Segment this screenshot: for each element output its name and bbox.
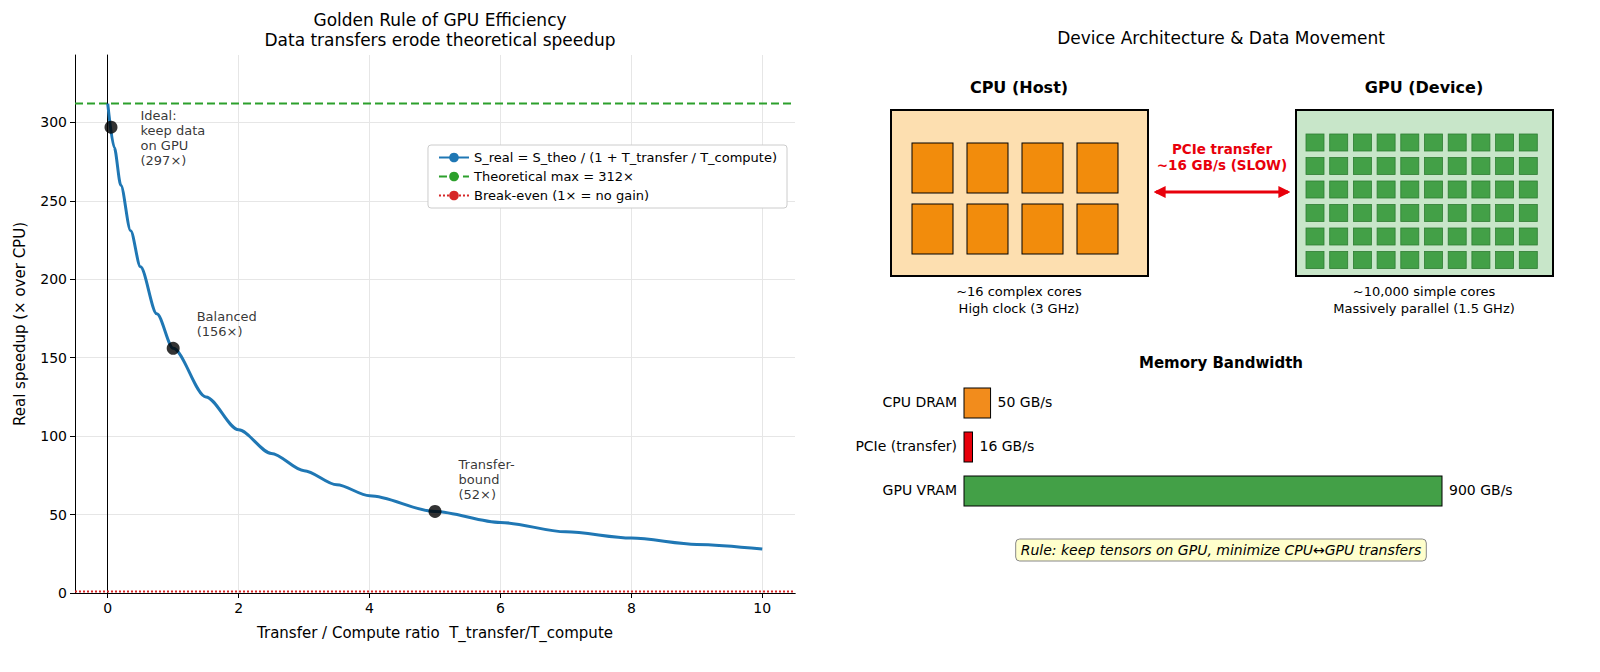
svg-text:Transfer / Compute ratio T_tr: Transfer / Compute ratio T_transfer/T_co…: [256, 624, 613, 643]
svg-text:Real speedup (× over CPU): Real speedup (× over CPU): [11, 222, 29, 426]
svg-text:Transfer-: Transfer-: [458, 457, 515, 472]
svg-text:(297×): (297×): [141, 153, 187, 168]
svg-text:Balanced: Balanced: [197, 309, 257, 324]
svg-text:PCIe transfer: PCIe transfer: [1172, 141, 1273, 157]
svg-text:6: 6: [496, 600, 505, 616]
svg-text:0: 0: [103, 600, 112, 616]
svg-text:Golden Rule of GPU Efficiency: Golden Rule of GPU Efficiency: [313, 10, 566, 30]
svg-text:S_real = S_theo / (1 + T_trans: S_real = S_theo / (1 + T_transfer / T_co…: [474, 150, 777, 165]
svg-text:Data transfers erode theoretic: Data transfers erode theoretical speedup: [264, 30, 615, 50]
svg-text:Break-even (1× = no gain): Break-even (1× = no gain): [474, 188, 649, 203]
svg-text:~16 complex cores: ~16 complex cores: [956, 284, 1082, 299]
svg-text:Memory Bandwidth: Memory Bandwidth: [1139, 354, 1303, 372]
svg-text:16 GB/s: 16 GB/s: [979, 438, 1034, 454]
svg-text:Device Architecture & Data Mov: Device Architecture & Data Movement: [1057, 28, 1385, 48]
svg-text:High clock (3 GHz): High clock (3 GHz): [959, 301, 1080, 316]
svg-text:300: 300: [40, 114, 67, 130]
svg-text:150: 150: [40, 350, 67, 366]
svg-text:100: 100: [40, 428, 67, 444]
svg-text:2: 2: [234, 600, 243, 616]
svg-text:250: 250: [40, 193, 67, 209]
svg-text:Massively parallel (1.5 GHz): Massively parallel (1.5 GHz): [1333, 301, 1515, 316]
svg-text:PCIe (transfer): PCIe (transfer): [855, 438, 957, 454]
svg-text:8: 8: [627, 600, 636, 616]
svg-text:CPU DRAM: CPU DRAM: [882, 394, 957, 410]
svg-text:200: 200: [40, 271, 67, 287]
svg-text:~16 GB/s (SLOW): ~16 GB/s (SLOW): [1157, 157, 1287, 173]
svg-text:bound: bound: [459, 472, 500, 487]
svg-text:keep data: keep data: [141, 123, 206, 138]
svg-text:Ideal:: Ideal:: [141, 108, 177, 123]
svg-text:GPU (Device): GPU (Device): [1365, 78, 1483, 97]
svg-text:10: 10: [753, 600, 771, 616]
svg-text:Rule: keep tensors on GPU, min: Rule: keep tensors on GPU, minimize CPU↔…: [1021, 542, 1422, 558]
svg-text:on GPU: on GPU: [141, 138, 189, 153]
svg-text:Theoretical max = 312×: Theoretical max = 312×: [473, 169, 634, 184]
svg-text:(156×): (156×): [197, 324, 243, 339]
svg-text:~10,000 simple cores: ~10,000 simple cores: [1353, 284, 1496, 299]
svg-text:4: 4: [365, 600, 374, 616]
svg-text:50 GB/s: 50 GB/s: [998, 394, 1053, 410]
svg-text:0: 0: [58, 585, 67, 601]
svg-text:50: 50: [49, 507, 67, 523]
svg-text:(52×): (52×): [459, 487, 497, 502]
svg-text:GPU VRAM: GPU VRAM: [883, 482, 957, 498]
svg-text:CPU (Host): CPU (Host): [970, 78, 1068, 97]
svg-text:900 GB/s: 900 GB/s: [1449, 482, 1513, 498]
